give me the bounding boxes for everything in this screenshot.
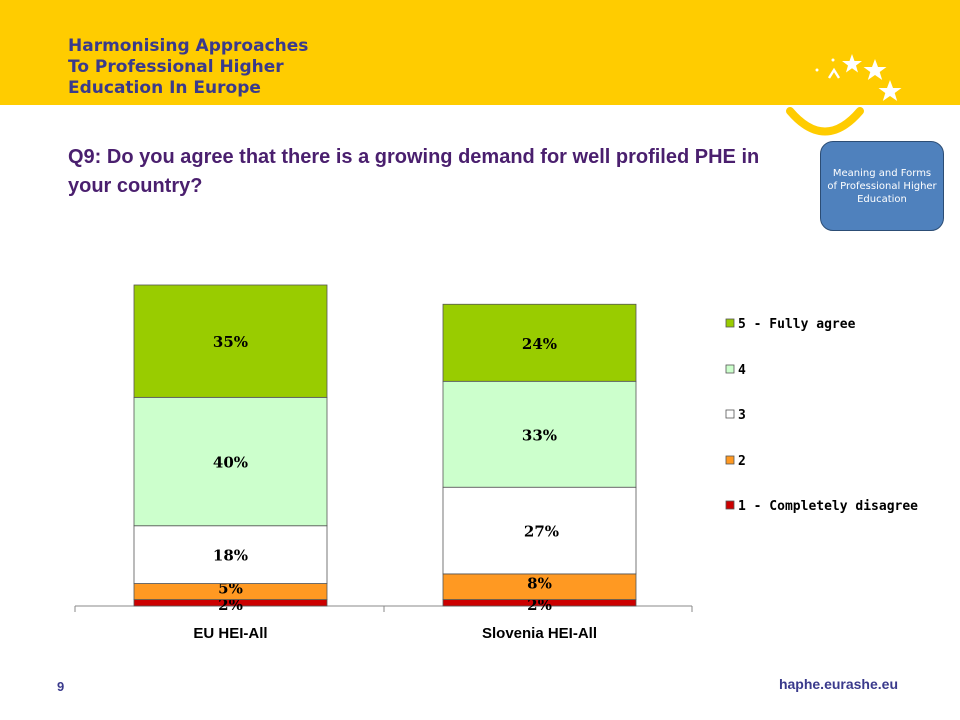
brand-line: Harmonising Approaches	[68, 36, 309, 56]
legend-label: 3	[738, 408, 746, 423]
legend-swatch	[725, 500, 735, 510]
bar-segment	[133, 396, 328, 527]
brand-line: Education In Europe	[68, 78, 261, 98]
bar-segment	[442, 486, 637, 575]
brand-title: Harmonising Approaches To Professional H…	[68, 36, 308, 99]
legend-label: 2	[738, 454, 746, 469]
badge-label: Meaning and Forms of Professional Higher…	[827, 167, 937, 205]
legend-label: 5 - Fully agree	[738, 317, 856, 332]
data-label: 33%	[522, 426, 557, 444]
legend-swatch	[725, 409, 735, 419]
x-tick-label: Slovenia HEI-All	[482, 625, 597, 642]
bar-segment	[442, 573, 637, 600]
data-label: 27%	[524, 523, 559, 541]
brand-line: To Professional Higher	[68, 57, 284, 77]
page-title: Q9: Do you agree that there is a growing…	[68, 146, 760, 197]
data-label: 35%	[213, 333, 248, 351]
legend-swatch	[725, 318, 735, 328]
bar-segment	[133, 284, 328, 398]
bar-segment	[442, 303, 637, 382]
page-number: 9	[57, 679, 65, 694]
legend-swatch	[725, 455, 735, 465]
legend-label: 1 - Completely disagree	[738, 499, 918, 514]
data-label: 5%	[218, 580, 243, 598]
data-label: 24%	[522, 335, 557, 353]
header-banner	[0, 0, 960, 105]
data-label: 8%	[527, 575, 552, 593]
bar-segment	[442, 380, 637, 488]
data-label: 2%	[218, 596, 243, 614]
stars-and-smile-icon	[786, 54, 902, 136]
data-label: 18%	[213, 547, 248, 565]
legend-label: 4	[738, 363, 746, 378]
data-label: 2%	[527, 596, 552, 614]
data-label: 40%	[213, 454, 248, 472]
topic-badge: Meaning and Forms of Professional Higher…	[820, 141, 944, 231]
legend-swatch	[725, 364, 735, 374]
footer-url[interactable]: haphe.eurashe.eu	[778, 676, 898, 692]
x-tick-label: EU HEI-All	[193, 625, 267, 642]
